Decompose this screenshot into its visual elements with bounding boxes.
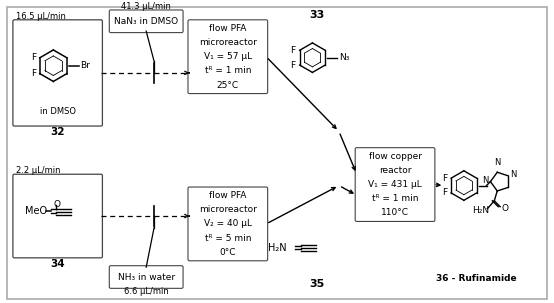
FancyBboxPatch shape	[355, 148, 435, 221]
Text: in DMSO: in DMSO	[40, 107, 76, 116]
Text: V₁ = 431 μL: V₁ = 431 μL	[368, 180, 422, 189]
Text: N: N	[494, 158, 500, 167]
Text: 110°C: 110°C	[381, 208, 409, 217]
FancyBboxPatch shape	[13, 20, 102, 126]
FancyBboxPatch shape	[109, 10, 183, 33]
Text: 25°C: 25°C	[217, 81, 239, 89]
Text: 34: 34	[50, 259, 65, 269]
Text: V₁ = 57 μL: V₁ = 57 μL	[204, 52, 252, 61]
Text: 33: 33	[310, 10, 325, 20]
FancyBboxPatch shape	[188, 187, 268, 261]
Text: 6.6 μL/min: 6.6 μL/min	[124, 287, 168, 296]
FancyBboxPatch shape	[109, 266, 183, 288]
Text: 41.3 μL/min: 41.3 μL/min	[121, 2, 171, 11]
Text: 36 - Rufinamide: 36 - Rufinamide	[437, 275, 517, 284]
Text: O: O	[53, 200, 60, 209]
Text: O: O	[501, 204, 508, 213]
Text: microreactor: microreactor	[199, 205, 257, 214]
Text: NH₃ in water: NH₃ in water	[117, 272, 175, 281]
Text: F: F	[442, 174, 447, 183]
Text: Br: Br	[80, 61, 90, 70]
Text: F: F	[30, 69, 36, 78]
Text: N: N	[510, 170, 516, 179]
Text: reactor: reactor	[379, 166, 411, 175]
Text: F: F	[290, 61, 296, 70]
Text: 0°C: 0°C	[219, 248, 236, 257]
Text: 35: 35	[310, 279, 325, 289]
FancyBboxPatch shape	[8, 7, 546, 299]
Text: N: N	[482, 176, 489, 185]
FancyBboxPatch shape	[13, 174, 102, 258]
Text: flow PFA: flow PFA	[209, 191, 247, 200]
Text: flow copper: flow copper	[368, 152, 422, 161]
Text: NaN₃ in DMSO: NaN₃ in DMSO	[114, 17, 178, 26]
Text: V₂ = 40 μL: V₂ = 40 μL	[204, 219, 252, 228]
Text: F: F	[442, 188, 447, 198]
Text: F: F	[290, 46, 296, 55]
Text: N₃: N₃	[339, 53, 350, 62]
Text: flow PFA: flow PFA	[209, 24, 247, 33]
Text: tᴿ = 5 min: tᴿ = 5 min	[204, 234, 251, 243]
Text: 16.5 μL/min: 16.5 μL/min	[17, 12, 66, 21]
Text: 2.2 μL/min: 2.2 μL/min	[17, 166, 61, 175]
Text: microreactor: microreactor	[199, 38, 257, 47]
Text: H₂N: H₂N	[472, 206, 489, 215]
Text: tᴿ = 1 min: tᴿ = 1 min	[204, 66, 251, 75]
Text: H₂N: H₂N	[268, 242, 287, 252]
Text: F: F	[30, 53, 36, 62]
Text: tᴿ = 1 min: tᴿ = 1 min	[372, 194, 418, 203]
FancyBboxPatch shape	[188, 20, 268, 94]
Text: 32: 32	[50, 128, 65, 138]
Text: MeO: MeO	[25, 206, 47, 216]
